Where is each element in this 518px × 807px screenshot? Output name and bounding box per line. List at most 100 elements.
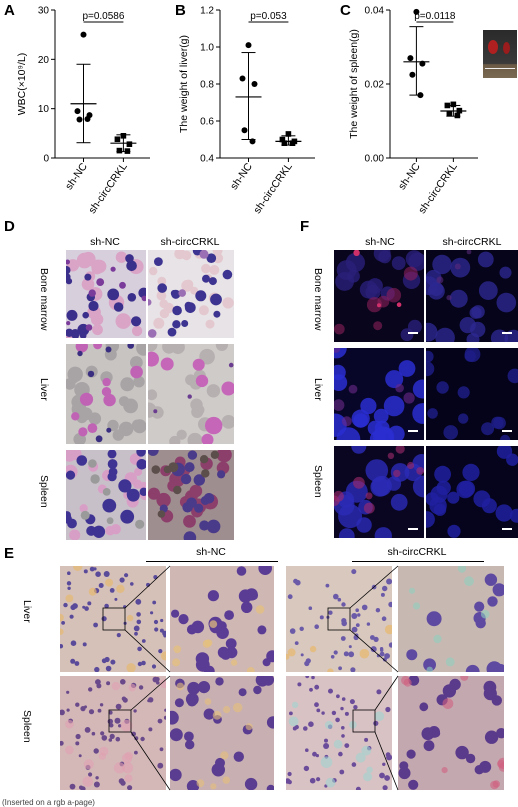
scale-bar xyxy=(502,430,512,432)
panel-f-col-sh-nc: sh-NC xyxy=(334,236,426,248)
x-tick-label: sh-NC xyxy=(396,161,423,193)
zoom-box xyxy=(109,710,131,732)
micrograph-d-5 xyxy=(148,450,234,540)
data-point xyxy=(246,42,252,48)
zoom-box xyxy=(103,608,125,630)
data-point xyxy=(290,140,296,146)
data-point xyxy=(242,127,248,133)
micrograph-f-2 xyxy=(334,348,424,440)
data-point xyxy=(240,75,246,81)
spleen-photo xyxy=(483,30,517,78)
panel-d-row-spleen: Spleen xyxy=(38,475,50,508)
scale-bar xyxy=(502,528,512,530)
panel-d-col-sh-circcrkl: sh-circCRKL xyxy=(146,236,234,248)
panel-f-col-sh-circcrkl: sh-circCRKL xyxy=(426,236,518,248)
micrograph-f-4 xyxy=(334,446,424,538)
scale-bar xyxy=(502,332,512,334)
y-tick-label: 1.0 xyxy=(200,43,214,54)
x-tick-label: sh-circCRKL xyxy=(416,161,460,215)
micrograph-d-2 xyxy=(66,344,146,444)
zoom-connector xyxy=(125,566,170,608)
zoom-connector xyxy=(350,566,398,608)
panel-label-d: D xyxy=(4,218,15,235)
micrograph-f-0 xyxy=(334,250,424,342)
charts-svg: 0102030WBC(×10⁹/L)sh-NCsh-circCRKLp=0.05… xyxy=(0,0,518,215)
panel-e-group-sh-circcrkl: sh-circCRKL xyxy=(352,546,482,558)
data-point xyxy=(121,133,127,139)
zoom-box xyxy=(353,710,375,732)
data-point xyxy=(75,108,81,114)
data-point xyxy=(282,140,288,146)
data-point xyxy=(77,117,83,123)
x-tick-label: sh-NC xyxy=(228,161,255,193)
y-tick-label: 0.8 xyxy=(200,80,214,91)
p-value-label: p=0.053 xyxy=(250,11,287,22)
data-point xyxy=(407,55,413,61)
y-tick-label: 0.02 xyxy=(365,80,385,91)
zoom-connector xyxy=(131,676,170,710)
panel-e-zoom-lines xyxy=(0,560,518,800)
y-tick-label: 0.4 xyxy=(200,154,214,165)
data-point xyxy=(286,131,292,137)
data-point xyxy=(457,108,463,114)
y-tick-label: 30 xyxy=(38,6,50,17)
p-value-label: p=0.0586 xyxy=(82,11,124,22)
y-tick-label: 10 xyxy=(38,104,50,115)
scale-bar xyxy=(408,528,418,530)
data-point xyxy=(250,138,256,144)
y-tick-label: 0.04 xyxy=(365,6,385,17)
zoom-connector xyxy=(125,630,170,672)
data-point xyxy=(115,136,121,142)
panel-f-row-spleen: Spleen xyxy=(312,465,324,498)
panel-label-f: F xyxy=(300,218,309,235)
micrograph-f-3 xyxy=(426,348,518,440)
zoom-box xyxy=(328,608,350,630)
zoom-connector xyxy=(375,732,398,790)
y-axis-label: The weight of liver(g) xyxy=(178,35,190,133)
micrograph-d-1 xyxy=(148,250,234,338)
x-tick-label: sh-NC xyxy=(63,161,90,193)
data-point xyxy=(451,102,457,108)
data-point xyxy=(417,92,423,98)
zoom-connector xyxy=(350,630,398,672)
y-tick-label: 0.00 xyxy=(365,154,385,165)
scale-bar xyxy=(408,332,418,334)
y-axis-label: WBC(×10⁹/L) xyxy=(16,53,28,116)
zoom-connector xyxy=(375,676,398,710)
y-tick-label: 0 xyxy=(43,154,49,165)
micrograph-d-4 xyxy=(66,450,146,540)
y-axis-label: The weight of spleen(g) xyxy=(348,29,360,139)
panel-d-row-liver: Liver xyxy=(38,378,50,401)
data-point xyxy=(445,103,451,109)
micrograph-f-1 xyxy=(426,250,518,342)
data-point xyxy=(409,72,415,78)
x-tick-label: sh-circCRKL xyxy=(251,161,295,215)
data-point xyxy=(127,141,133,147)
y-tick-label: 0.6 xyxy=(200,117,214,128)
data-point xyxy=(252,81,258,87)
data-point xyxy=(125,148,131,154)
data-point xyxy=(81,32,87,38)
data-point xyxy=(117,148,123,154)
panel-d-col-sh-nc: sh-NC xyxy=(66,236,144,248)
y-tick-label: 1.2 xyxy=(200,6,214,17)
chart-1: 0.4 0.6 0.8 1.0 1.2 The weight of liver(g) sh-… xyxy=(178,6,315,216)
zoom-connector xyxy=(131,732,170,790)
panel-f-row-bone-marrow: Bone marrow xyxy=(312,268,324,330)
micrograph-f-5 xyxy=(426,446,518,538)
scale-bar xyxy=(408,430,418,432)
data-point xyxy=(455,113,461,119)
panel-f-row-liver: Liver xyxy=(312,378,324,401)
data-point xyxy=(419,61,425,67)
micrograph-d-3 xyxy=(148,344,234,444)
panel-e-group-sh-nc: sh-NC xyxy=(146,546,276,558)
data-point xyxy=(447,111,453,117)
micrograph-d-0 xyxy=(66,250,146,338)
data-point xyxy=(85,116,91,122)
p-value-label: p=0.0118 xyxy=(414,11,456,22)
panel-d-row-bone-marrow: Bone marrow xyxy=(38,268,50,330)
y-tick-label: 20 xyxy=(38,55,50,66)
x-tick-label: sh-circCRKL xyxy=(86,161,130,215)
chart-2: 0.00 0.02 0.04 The weight of spleen(g) sh-NC… xyxy=(348,6,478,216)
